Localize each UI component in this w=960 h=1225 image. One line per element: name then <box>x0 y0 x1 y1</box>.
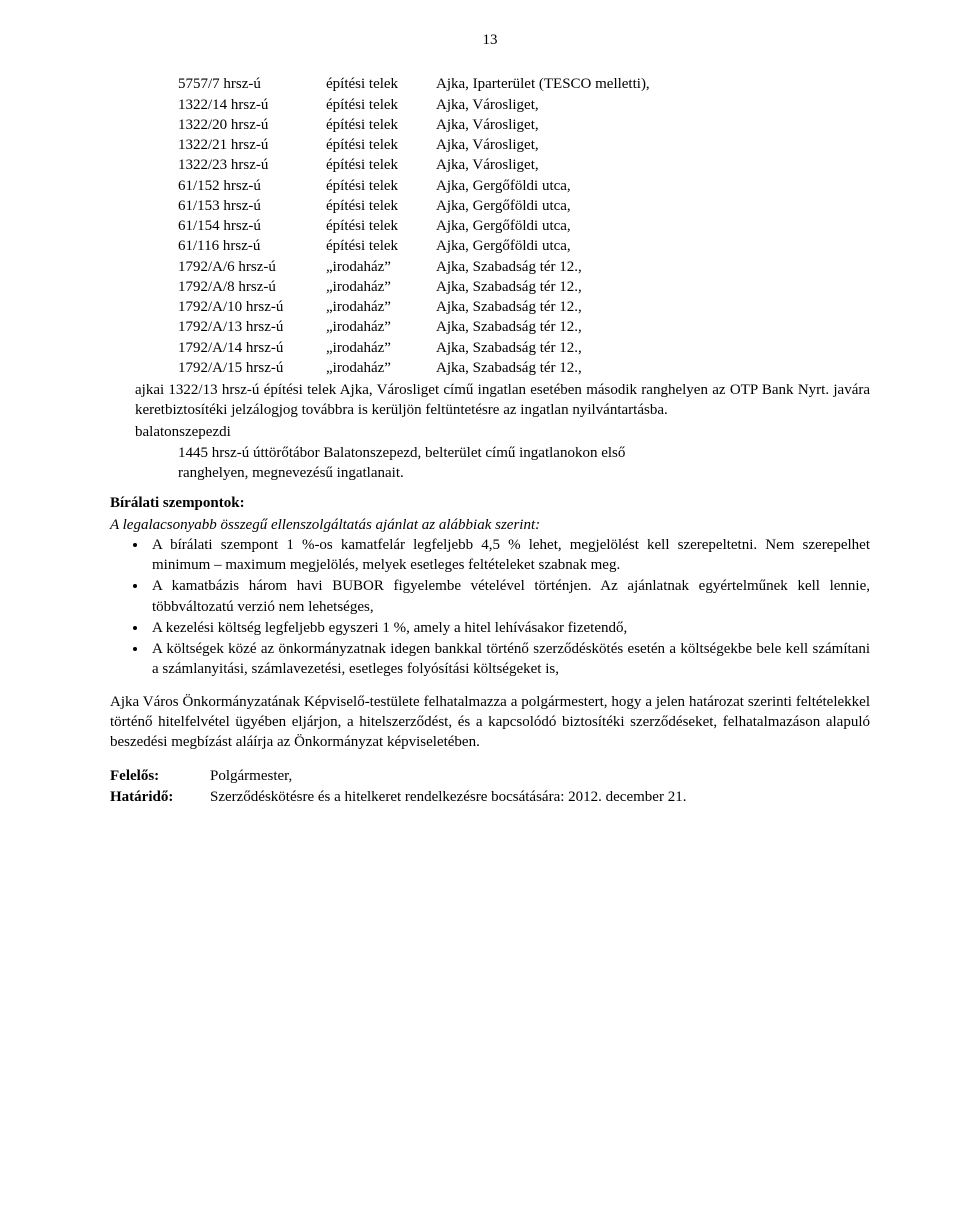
col-type: „irodaház” <box>326 257 436 277</box>
ajkai-paragraph: ajkai 1322/13 hrsz-ú építési telek Ajka,… <box>110 380 870 421</box>
col-location: Ajka, Szabadság tér 12., <box>436 257 650 277</box>
col-hrsz: 61/154 hrsz-ú <box>178 216 326 236</box>
felelos-label: Felelős: <box>110 766 210 786</box>
col-type: „irodaház” <box>326 297 436 317</box>
property-row: 61/116 hrsz-úépítési telekAjka, Gergőföl… <box>178 236 650 256</box>
bullet-item: A bírálati szempont 1 %-os kamatfelár le… <box>148 535 870 576</box>
col-location: Ajka, Városliget, <box>436 155 650 175</box>
property-row: 1322/21 hrsz-úépítési telekAjka, Városli… <box>178 135 650 155</box>
col-hrsz: 1792/A/14 hrsz-ú <box>178 338 326 358</box>
footer-table: Felelős: Polgármester, Határidő: Szerződ… <box>110 766 686 807</box>
property-row: 1792/A/14 hrsz-ú„irodaház”Ajka, Szabadsá… <box>178 338 650 358</box>
hatarido-label: Határidő: <box>110 787 210 807</box>
col-type: építési telek <box>326 155 436 175</box>
col-location: Ajka, Gergőföldi utca, <box>436 176 650 196</box>
col-hrsz: 61/116 hrsz-ú <box>178 236 326 256</box>
col-type: „irodaház” <box>326 358 436 378</box>
property-row: 1792/A/15 hrsz-ú„irodaház”Ajka, Szabadsá… <box>178 358 650 378</box>
property-row: 1792/A/6 hrsz-ú„irodaház”Ajka, Szabadság… <box>178 257 650 277</box>
property-row: 1322/14 hrsz-úépítési telekAjka, Városli… <box>178 95 650 115</box>
col-hrsz: 1322/14 hrsz-ú <box>178 95 326 115</box>
col-hrsz: 1792/A/10 hrsz-ú <box>178 297 326 317</box>
col-type: „irodaház” <box>326 277 436 297</box>
col-hrsz: 1322/23 hrsz-ú <box>178 155 326 175</box>
col-hrsz: 5757/7 hrsz-ú <box>178 74 326 94</box>
col-location: Ajka, Szabadság tér 12., <box>436 338 650 358</box>
col-location: Ajka, Gergőföldi utca, <box>436 216 650 236</box>
col-type: építési telek <box>326 196 436 216</box>
balaton-line-1: 1445 hrsz-ú úttörőtábor Balatonszepezd, … <box>178 443 870 463</box>
property-row: 61/152 hrsz-úépítési telekAjka, Gergőföl… <box>178 176 650 196</box>
col-hrsz: 61/153 hrsz-ú <box>178 196 326 216</box>
authorization-paragraph: Ajka Város Önkormányzatának Képviselő-te… <box>110 692 870 753</box>
felelos-value: Polgármester, <box>210 766 686 786</box>
document-page: 13 5757/7 hrsz-úépítési telekAjka, Ipart… <box>0 0 960 1225</box>
col-location: Ajka, Szabadság tér 12., <box>436 317 650 337</box>
property-row: 5757/7 hrsz-úépítési telekAjka, Iparterü… <box>178 74 650 94</box>
col-hrsz: 1322/21 hrsz-ú <box>178 135 326 155</box>
property-row: 1792/A/8 hrsz-ú„irodaház”Ajka, Szabadság… <box>178 277 650 297</box>
col-hrsz: 1792/A/8 hrsz-ú <box>178 277 326 297</box>
col-location: Ajka, Szabadság tér 12., <box>436 277 650 297</box>
col-type: építési telek <box>326 236 436 256</box>
property-row: 1322/23 hrsz-úépítési telekAjka, Városli… <box>178 155 650 175</box>
hatarido-value: Szerződéskötésre és a hitelkeret rendelk… <box>210 787 686 807</box>
col-location: Ajka, Városliget, <box>436 135 650 155</box>
property-row: 61/153 hrsz-úépítési telekAjka, Gergőföl… <box>178 196 650 216</box>
biralati-intro: A legalacsonyabb összegű ellenszolgáltat… <box>110 515 870 535</box>
col-hrsz: 1792/A/15 hrsz-ú <box>178 358 326 378</box>
col-type: építési telek <box>326 115 436 135</box>
property-row: 1792/A/13 hrsz-ú„irodaház”Ajka, Szabadsá… <box>178 317 650 337</box>
col-type: „irodaház” <box>326 317 436 337</box>
col-type: építési telek <box>326 135 436 155</box>
col-location: Ajka, Városliget, <box>436 95 650 115</box>
balaton-block: 1445 hrsz-ú úttörőtábor Balatonszepezd, … <box>110 443 870 484</box>
property-table: 5757/7 hrsz-úépítési telekAjka, Iparterü… <box>110 74 650 378</box>
col-type: építési telek <box>326 216 436 236</box>
col-location: Ajka, Városliget, <box>436 115 650 135</box>
col-type: építési telek <box>326 74 436 94</box>
col-location: Ajka, Gergőföldi utca, <box>436 236 650 256</box>
col-type: „irodaház” <box>326 338 436 358</box>
bullet-list: A bírálati szempont 1 %-os kamatfelár le… <box>110 535 870 680</box>
bullet-item: A kezelési költség legfeljebb egyszeri 1… <box>148 618 870 638</box>
col-type: építési telek <box>326 176 436 196</box>
biralati-heading: Bírálati szempontok: <box>110 493 870 513</box>
property-row: 61/154 hrsz-úépítési telekAjka, Gergőföl… <box>178 216 650 236</box>
bullet-item: A költségek közé az önkormányzatnak ideg… <box>148 639 870 680</box>
col-location: Ajka, Szabadság tér 12., <box>436 297 650 317</box>
col-hrsz: 61/152 hrsz-ú <box>178 176 326 196</box>
balaton-line-2: ranghelyen, megnevezésű ingatlanait. <box>178 463 870 483</box>
col-type: építési telek <box>326 95 436 115</box>
col-location: Ajka, Szabadság tér 12., <box>436 358 650 378</box>
property-row: 1792/A/10 hrsz-ú„irodaház”Ajka, Szabadsá… <box>178 297 650 317</box>
property-row: 1322/20 hrsz-úépítési telekAjka, Városli… <box>178 115 650 135</box>
col-location: Ajka, Gergőföldi utca, <box>436 196 650 216</box>
col-hrsz: 1792/A/6 hrsz-ú <box>178 257 326 277</box>
col-hrsz: 1792/A/13 hrsz-ú <box>178 317 326 337</box>
balaton-label: balatonszepezdi <box>110 422 870 442</box>
col-hrsz: 1322/20 hrsz-ú <box>178 115 326 135</box>
col-location: Ajka, Iparterület (TESCO melletti), <box>436 74 650 94</box>
bullet-item: A kamatbázis három havi BUBOR figyelembe… <box>148 576 870 617</box>
page-number: 13 <box>110 30 870 50</box>
